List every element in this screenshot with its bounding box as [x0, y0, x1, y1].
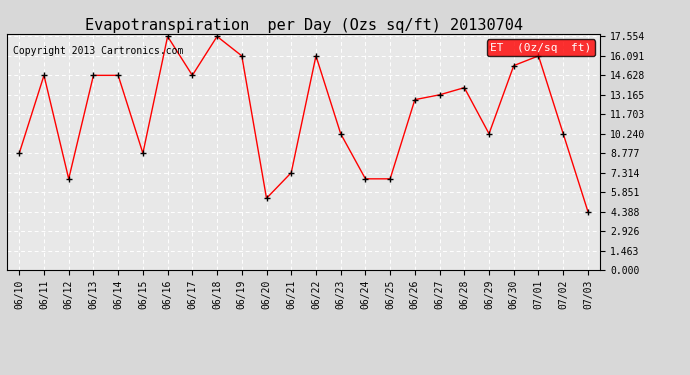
Text: Copyright 2013 Cartronics.com: Copyright 2013 Cartronics.com	[13, 46, 184, 56]
Title: Evapotranspiration  per Day (Ozs sq/ft) 20130704: Evapotranspiration per Day (Ozs sq/ft) 2…	[85, 18, 522, 33]
Legend: ET  (0z/sq  ft): ET (0z/sq ft)	[487, 39, 595, 56]
